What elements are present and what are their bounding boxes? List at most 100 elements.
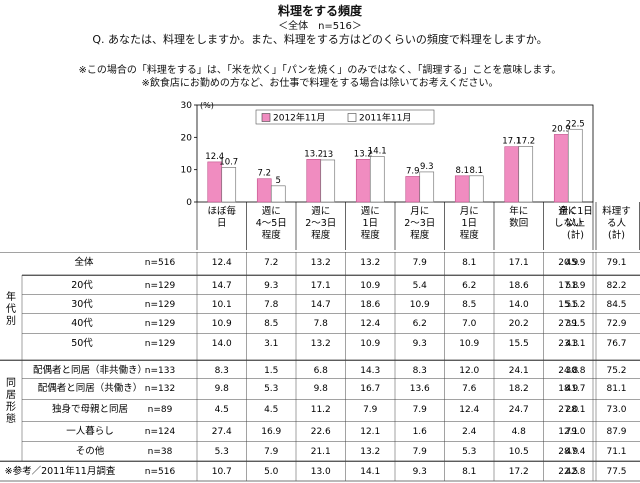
table-cell: 13.2 xyxy=(311,339,331,349)
table-cell: 9.3 xyxy=(413,467,427,477)
table-cell: 10.9 xyxy=(360,339,380,349)
bar xyxy=(553,134,569,203)
table-cell: 47.4 xyxy=(565,447,585,457)
table-cell: 14.7 xyxy=(212,281,232,291)
row-label: 一人暮らし xyxy=(66,425,114,437)
note-exclusion: ※飲食店にお勤めの方など、お仕事で料理をする場合は除いてお考えください。 xyxy=(141,78,499,89)
table-cell: 14.0 xyxy=(212,339,232,349)
row-sample-size: n=516 xyxy=(145,258,176,268)
legend xyxy=(255,109,435,125)
table-cell: 27.4 xyxy=(212,427,232,437)
table-cell: 6.8 xyxy=(314,366,329,376)
summary-header: る人 xyxy=(607,218,627,229)
table-cell: 5.3 xyxy=(215,447,229,457)
table-cell: 5.4 xyxy=(413,281,428,291)
table-cell: 84.5 xyxy=(606,300,626,310)
table-cell: 9.3 xyxy=(264,281,278,291)
table-cell: 17.8 xyxy=(558,281,578,291)
table-cell: 7.9 xyxy=(363,405,378,415)
bar-value-label: 5 xyxy=(276,176,281,186)
table-cell: 75.2 xyxy=(606,366,626,376)
bar xyxy=(468,175,484,203)
category-label: 週に xyxy=(262,205,281,217)
table-cell: 41.7 xyxy=(565,384,585,394)
category-label: 程度 xyxy=(311,229,331,241)
table-cell: 2.4 xyxy=(462,427,477,437)
table-cell: 13.6 xyxy=(410,384,430,394)
table-cell: 7.0 xyxy=(462,319,477,329)
bar-value-label: 13 xyxy=(322,150,333,160)
bar xyxy=(369,156,385,203)
legend-label: 2012年11月 xyxy=(273,112,325,124)
table-cell: 10.9 xyxy=(212,319,232,329)
table-cell: 5.3 xyxy=(264,384,278,394)
category-label: 程度 xyxy=(262,229,282,241)
table-cell: 13.2 xyxy=(311,258,331,268)
row-label: 全体 xyxy=(74,256,94,268)
category-label: 月に xyxy=(410,206,429,217)
row-sample-size: n=132 xyxy=(145,384,175,394)
table-cell: 17.1 xyxy=(311,281,331,291)
table-cell: 8.5 xyxy=(462,300,476,310)
group-label: 居 xyxy=(6,389,16,401)
row-label: その他 xyxy=(76,445,105,457)
row-label: 配偶者と同居（非共働き） xyxy=(33,364,147,376)
category-label: 4～5日 xyxy=(256,218,287,229)
legend-label: 2011年11月 xyxy=(359,112,411,124)
table-cell: 7.9 xyxy=(413,258,428,268)
table-cell: 10.9 xyxy=(410,300,430,310)
group-label: 同 xyxy=(6,377,16,389)
bar-value-label: 13.2 xyxy=(354,149,373,159)
table-cell: 14.3 xyxy=(360,366,380,376)
table-cell: 8.1 xyxy=(462,467,476,477)
survey-question: Q. あなたは、料理をしますか。また、料理をする方はどのくらいの頻度で料理をしま… xyxy=(92,33,548,46)
table-cell: 4.5 xyxy=(215,405,229,415)
summary-header: 料理す xyxy=(602,205,631,217)
table-cell: 12.4 xyxy=(360,319,380,329)
table-cell: 4.8 xyxy=(512,427,527,437)
table-cell: 24.1 xyxy=(509,366,529,376)
table-cell: 24.7 xyxy=(509,405,529,415)
table-cell: 51.2 xyxy=(565,300,585,310)
row-sample-size: n=89 xyxy=(148,405,173,415)
row-label: 40代 xyxy=(71,318,93,329)
group-label: 代 xyxy=(6,303,16,315)
summary-header: 週に1日 xyxy=(558,205,593,217)
bar-value-label: 9.3 xyxy=(420,162,434,172)
table-cell: 1.6 xyxy=(413,427,428,437)
table-cell: 11.2 xyxy=(311,405,331,415)
y-axis-unit: (%) xyxy=(200,101,214,110)
table-cell: 27.0 xyxy=(558,405,578,415)
table-cell: 12.4 xyxy=(212,258,232,268)
table-cell: 21.1 xyxy=(311,447,331,457)
table-cell: 14.7 xyxy=(311,300,331,310)
row-sample-size: n=129 xyxy=(145,339,176,349)
table-cell: 28.9 xyxy=(558,447,578,457)
row-sample-size: n=124 xyxy=(145,427,176,437)
table-cell: 5.0 xyxy=(264,467,279,477)
summary-header: (計) xyxy=(567,229,584,241)
bar xyxy=(270,185,286,203)
table-cell: 16.9 xyxy=(261,427,281,437)
table-cell: 41.1 xyxy=(565,339,585,349)
table-cell: 5.3 xyxy=(462,447,476,457)
category-label: 数回 xyxy=(509,217,528,229)
table-cell: 79.0 xyxy=(565,427,585,437)
table-cell: 14.0 xyxy=(509,300,529,310)
table-cell: 7.2 xyxy=(264,258,278,268)
table-cell: 7.9 xyxy=(413,405,428,415)
bar xyxy=(256,178,272,203)
category-label: 程度 xyxy=(460,229,480,241)
category-label: 2～3日 xyxy=(305,218,336,229)
table-cell: 18.9 xyxy=(558,384,578,394)
table-cell: 15.5 xyxy=(558,300,578,310)
table-cell: 9.8 xyxy=(215,384,230,394)
table-cell: 24.8 xyxy=(558,366,578,376)
row-sample-size: n=129 xyxy=(145,281,176,291)
table-cell: 8.5 xyxy=(264,319,278,329)
table-cell: 18.6 xyxy=(509,281,529,291)
table-cell: 42.8 xyxy=(565,467,585,477)
table-cell: 18.2 xyxy=(509,384,529,394)
bar-value-label: 7.2 xyxy=(257,169,271,179)
table-cell: 4.5 xyxy=(264,405,278,415)
